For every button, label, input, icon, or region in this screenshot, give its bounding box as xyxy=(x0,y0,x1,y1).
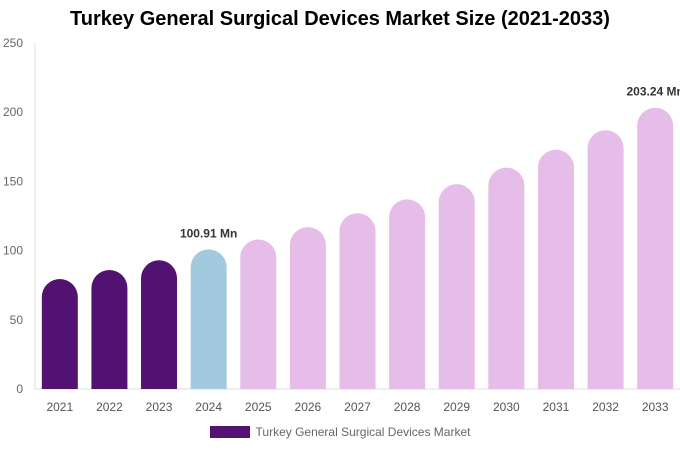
x-tick-label: 2033 xyxy=(642,400,669,414)
x-tick-label: 2025 xyxy=(245,400,272,414)
x-tick-label: 2029 xyxy=(443,400,470,414)
bar-2029 xyxy=(438,184,475,389)
legend-label: Turkey General Surgical Devices Market xyxy=(255,425,471,439)
bar-2021 xyxy=(41,278,78,389)
y-tick-label: 0 xyxy=(16,382,23,396)
chart-title: Turkey General Surgical Devices Market S… xyxy=(70,8,610,30)
y-tick-label: 50 xyxy=(10,313,24,327)
x-tick-label: 2027 xyxy=(344,400,371,414)
bar-2028 xyxy=(389,199,426,389)
x-tick-label: 2022 xyxy=(96,400,123,414)
x-tick-label: 2030 xyxy=(493,400,520,414)
legend-swatch xyxy=(209,426,250,438)
bar-2025 xyxy=(240,239,277,389)
bar-2027 xyxy=(339,213,376,389)
data-label: 203.24 Mn xyxy=(627,85,680,99)
bar-2024 xyxy=(190,249,227,389)
y-tick-label: 150 xyxy=(3,174,23,188)
bar-2023 xyxy=(141,260,178,389)
x-tick-label: 2028 xyxy=(394,400,421,414)
bar-2032 xyxy=(587,130,624,389)
x-tick-label: 2023 xyxy=(146,400,173,414)
y-tick-label: 100 xyxy=(3,244,23,258)
bar-2031 xyxy=(537,149,574,389)
data-label: 100.91 Mn xyxy=(180,226,237,240)
legend: Turkey General Surgical Devices Market xyxy=(0,425,680,439)
x-tick-label: 2032 xyxy=(592,400,619,414)
x-tick-label: 2026 xyxy=(295,400,322,414)
x-tick-label: 2031 xyxy=(543,400,570,414)
y-tick-label: 250 xyxy=(3,36,23,50)
x-tick-label: 2024 xyxy=(195,400,222,414)
bar-2022 xyxy=(91,269,128,389)
bar-2030 xyxy=(488,167,525,389)
x-tick-label: 2021 xyxy=(46,400,73,414)
bar-2026 xyxy=(289,227,326,389)
bar-2033 xyxy=(637,107,674,389)
y-tick-label: 200 xyxy=(3,105,23,119)
